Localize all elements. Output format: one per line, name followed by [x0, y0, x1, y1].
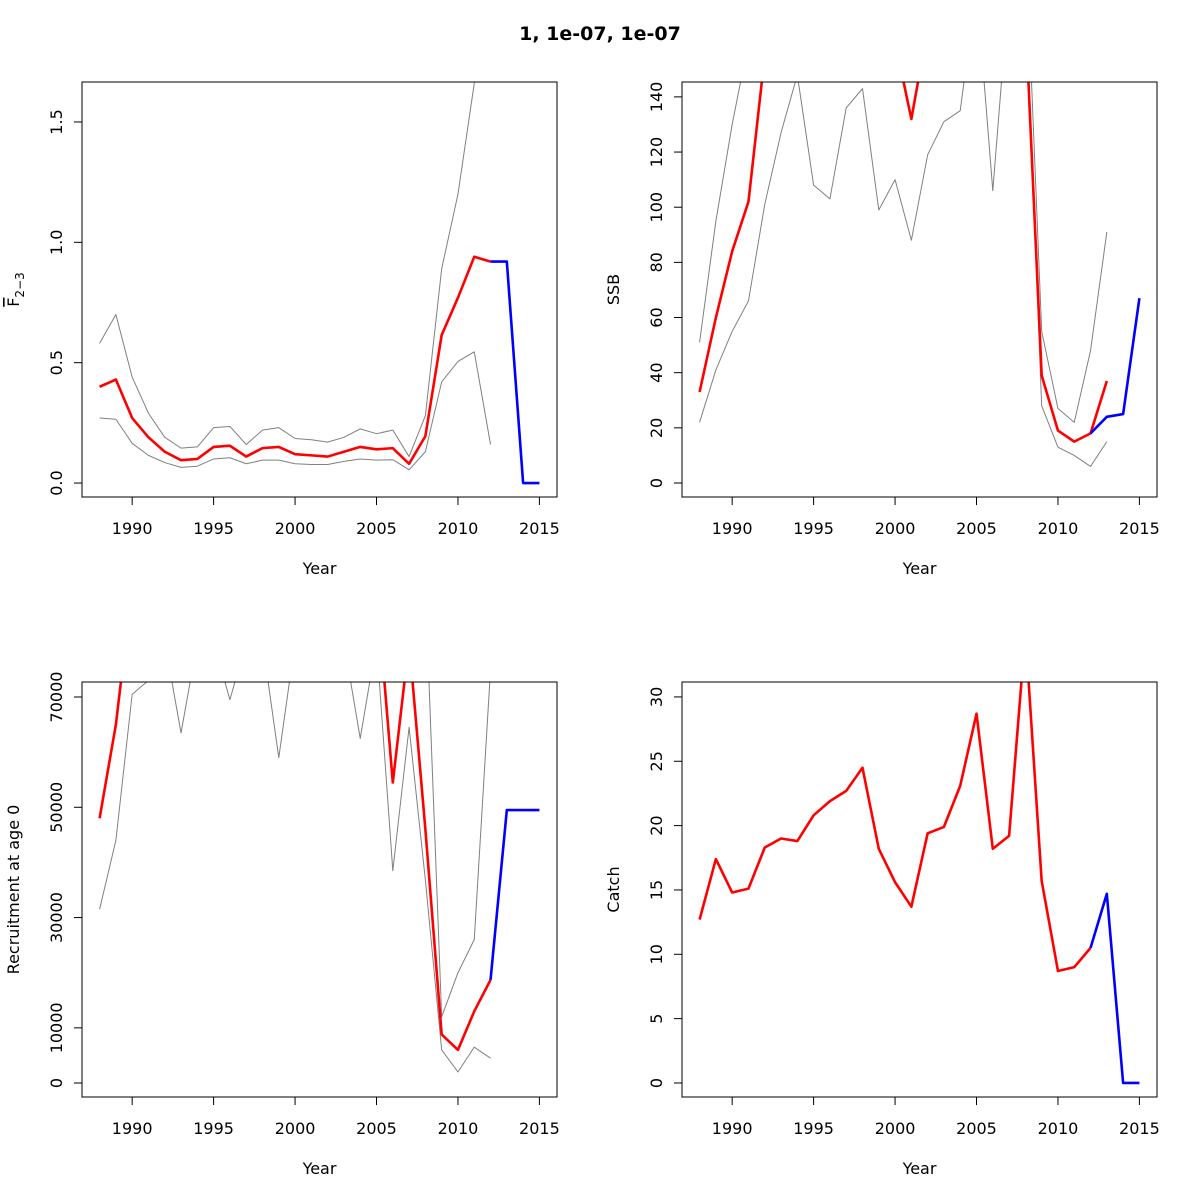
y-tick-label: 0.0	[47, 470, 66, 495]
y-tick-label: 0	[47, 1078, 66, 1088]
y-tick-label: 80	[647, 252, 666, 272]
series-line	[99, 351, 492, 471]
x-tick-label: 2000	[275, 1119, 316, 1138]
y-tick-label: 0	[647, 478, 666, 488]
y-tick-label: 50000	[47, 782, 66, 833]
x-tick-label: 2000	[875, 1119, 916, 1138]
y-tick-label: 40	[647, 362, 666, 382]
plot-frame	[81, 681, 558, 1098]
x-tick-label: 2015	[1119, 1119, 1160, 1138]
series-line	[99, 255, 491, 466]
y-tick-label: 20	[647, 815, 666, 835]
series-line	[1089, 298, 1141, 435]
x-axis-label: Year	[902, 559, 937, 578]
x-tick-label: 1995	[193, 1119, 234, 1138]
y-tick-label: 1.0	[47, 230, 66, 255]
x-tick-label: 2015	[1119, 519, 1160, 538]
y-tick-label: 0.5	[47, 350, 66, 375]
series-line	[1089, 892, 1140, 1085]
series-line	[699, 82, 1108, 423]
y-tick-label: 100	[647, 192, 666, 223]
y-tick-label: 1.5	[47, 109, 66, 134]
series-line	[698, 682, 1092, 973]
x-tick-label: 1990	[112, 519, 153, 538]
y-tick-label: 0	[647, 1078, 666, 1088]
x-tick-label: 2015	[519, 519, 560, 538]
plot-frame	[681, 81, 1158, 498]
y-tick-label: 120	[647, 137, 666, 168]
series-line	[490, 260, 540, 485]
series-line	[99, 682, 491, 1073]
x-tick-label: 2000	[875, 519, 916, 538]
y-tick-label: 10000	[47, 1002, 66, 1053]
x-tick-label: 2005	[356, 1119, 397, 1138]
y-tick-label: 70000	[47, 672, 66, 723]
x-tick-label: 2010	[438, 1119, 479, 1138]
y-axis-label-main: F	[4, 298, 23, 307]
x-tick-label: 1995	[793, 519, 834, 538]
y-tick-label: 5	[647, 1014, 666, 1024]
x-tick-label: 1990	[712, 519, 753, 538]
series-line	[99, 82, 475, 458]
y-axis-label-sub: 2−3	[13, 272, 27, 297]
y-axis-label: Catch	[604, 866, 623, 912]
x-tick-label: 2005	[956, 519, 997, 538]
series-line	[98, 682, 492, 1052]
x-tick-label: 2005	[956, 1119, 997, 1138]
x-axis-label: Year	[302, 1159, 337, 1178]
plot-frame	[81, 81, 558, 498]
x-tick-label: 1990	[712, 1119, 753, 1138]
y-axis-label: SSB	[604, 274, 623, 305]
x-tick-label: 2010	[1038, 1119, 1079, 1138]
x-tick-label: 2005	[356, 519, 397, 538]
y-tick-label: 60	[647, 307, 666, 327]
y-tick-label: 20	[647, 418, 666, 438]
x-axis-label: Year	[902, 1159, 937, 1178]
x-tick-label: 1990	[112, 1119, 153, 1138]
x-tick-label: 2010	[1038, 519, 1079, 538]
x-axis-label: Year	[302, 559, 337, 578]
x-tick-label: 2000	[275, 519, 316, 538]
x-tick-label: 1995	[793, 1119, 834, 1138]
y-axis-label: Recruitment at age 0	[4, 805, 23, 975]
y-tick-label: 30000	[47, 892, 66, 943]
y-tick-label: 15	[647, 880, 666, 900]
y-tick-label: 10	[647, 944, 666, 964]
x-tick-label: 1995	[193, 519, 234, 538]
x-tick-label: 2015	[519, 1119, 560, 1138]
y-tick-label: 25	[647, 751, 666, 771]
y-axis-label: F2−3	[4, 272, 27, 307]
series-line	[698, 82, 1109, 443]
y-tick-label: 140	[647, 82, 666, 113]
y-tick-label: 30	[647, 687, 666, 707]
series-line	[489, 808, 540, 981]
plot-frame	[681, 681, 1158, 1098]
x-tick-label: 2010	[438, 519, 479, 538]
figure-title: 1, 1e-07, 1e-07	[519, 23, 681, 45]
